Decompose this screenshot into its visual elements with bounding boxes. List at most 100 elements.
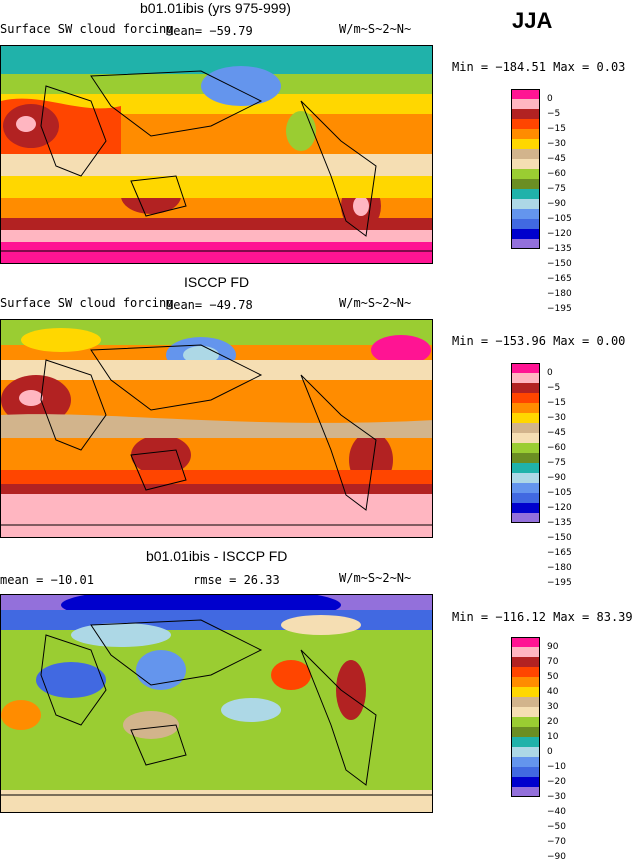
mean-label: Mean= −59.79 <box>166 24 253 38</box>
color-swatch <box>511 433 540 443</box>
color-swatch <box>511 453 540 463</box>
level-label: −30 <box>547 413 566 423</box>
colorbar-model <box>511 89 540 249</box>
colorbar-labels: 90 70 50 40 30 20 10 0 −10 −20 −30 −40 −… <box>547 637 607 862</box>
color-swatch <box>511 179 540 189</box>
level-label: 0 <box>547 94 553 104</box>
level-label: 90 <box>547 642 559 652</box>
level-label: −105 <box>547 214 572 224</box>
level-label: −135 <box>547 244 572 254</box>
mean-label: Mean= −49.78 <box>166 298 253 312</box>
level-label: −60 <box>547 169 566 179</box>
level-label: −195 <box>547 578 572 588</box>
level-label: −150 <box>547 259 572 269</box>
units-label: W/m~S~2~N~ <box>339 296 412 310</box>
level-label: −90 <box>547 199 566 209</box>
color-swatch <box>511 697 540 707</box>
level-label: 50 <box>547 672 559 682</box>
color-swatch <box>511 767 540 777</box>
level-label: −15 <box>547 124 566 134</box>
color-swatch <box>511 413 540 423</box>
color-swatch <box>511 89 540 99</box>
color-swatch <box>511 677 540 687</box>
level-label: −70 <box>547 837 566 847</box>
color-swatch <box>511 787 540 797</box>
color-swatch <box>511 747 540 757</box>
color-swatch <box>511 483 540 493</box>
color-swatch <box>511 373 540 383</box>
level-label: −195 <box>547 304 572 314</box>
level-label: −30 <box>547 139 566 149</box>
color-swatch <box>511 149 540 159</box>
colorbar-labels: 0 −5 −15 −30 −45 −60 −75 −90 −105 −120 −… <box>547 363 607 588</box>
level-label: −90 <box>547 473 566 483</box>
level-label: 30 <box>547 702 559 712</box>
level-label: 0 <box>547 747 553 757</box>
level-label: 40 <box>547 687 559 697</box>
season-label: JJA <box>512 8 553 33</box>
color-swatch <box>511 777 540 787</box>
level-label: −165 <box>547 548 572 558</box>
level-label: 20 <box>547 717 559 727</box>
color-swatch <box>511 383 540 393</box>
panel-title: ISCCP FD <box>184 274 250 290</box>
color-swatch <box>511 637 540 647</box>
color-swatch <box>511 657 540 667</box>
color-swatch <box>511 717 540 727</box>
level-label: −45 <box>547 428 566 438</box>
colorbar-labels: 0 −5 −15 −30 −45 −60 −75 −90 −105 −120 −… <box>547 89 607 314</box>
color-swatch <box>511 199 540 209</box>
panel-title: b01.01ibis - ISCCP FD <box>146 548 288 564</box>
units-label: W/m~S~2~N~ <box>339 571 412 585</box>
level-label: −165 <box>547 274 572 284</box>
min-max-label: Min = −184.51 Max = 0.03 <box>452 60 626 74</box>
color-swatch <box>511 403 540 413</box>
contour-map-observation <box>0 319 433 538</box>
color-swatch <box>511 239 540 249</box>
level-label: −180 <box>547 563 572 573</box>
mean-label: mean = −10.01 <box>0 573 94 587</box>
color-swatch <box>511 757 540 767</box>
units-label: W/m~S~2~N~ <box>339 22 412 36</box>
color-swatch <box>511 647 540 657</box>
color-swatch <box>511 423 540 433</box>
level-label: 70 <box>547 657 559 667</box>
min-max-label: Min = −116.12 Max = 83.39 <box>452 610 633 624</box>
level-label: −105 <box>547 488 572 498</box>
level-label: −15 <box>547 398 566 408</box>
color-swatch <box>511 189 540 199</box>
panel-title: b01.01ibis (yrs 975-999) <box>140 0 291 16</box>
color-swatch <box>511 463 540 473</box>
level-label: 10 <box>547 732 559 742</box>
level-label: −75 <box>547 458 566 468</box>
color-swatch <box>511 169 540 179</box>
level-label: −50 <box>547 822 566 832</box>
color-swatch <box>511 707 540 717</box>
variable-label: Surface SW cloud forcing <box>0 22 174 36</box>
level-label: −90 <box>547 852 566 862</box>
level-label: −5 <box>547 383 561 393</box>
color-swatch <box>511 209 540 219</box>
variable-label: Surface SW cloud forcing <box>0 296 174 310</box>
contour-map-difference <box>0 594 433 813</box>
color-swatch <box>511 129 540 139</box>
color-swatch <box>511 109 540 119</box>
color-swatch <box>511 393 540 403</box>
level-label: −75 <box>547 184 566 194</box>
level-label: −30 <box>547 792 566 802</box>
contour-map-model <box>0 45 433 264</box>
color-swatch <box>511 513 540 523</box>
color-swatch <box>511 473 540 483</box>
color-swatch <box>511 493 540 503</box>
color-swatch <box>511 687 540 697</box>
level-label: −20 <box>547 777 566 787</box>
min-max-label: Min = −153.96 Max = 0.00 <box>452 334 626 348</box>
level-label: −10 <box>547 762 566 772</box>
color-swatch <box>511 503 540 513</box>
color-swatch <box>511 99 540 109</box>
colorbar-observation <box>511 363 540 523</box>
level-label: −45 <box>547 154 566 164</box>
level-label: −60 <box>547 443 566 453</box>
level-label: 0 <box>547 368 553 378</box>
level-label: −135 <box>547 518 572 528</box>
